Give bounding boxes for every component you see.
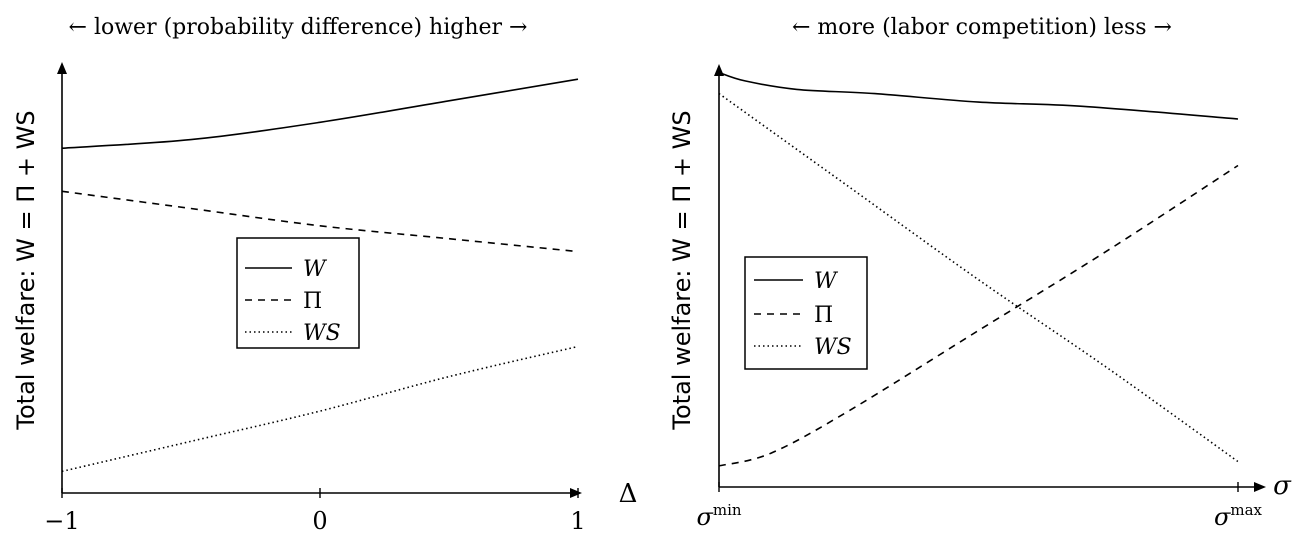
x-tick-label: σmin [696,501,741,531]
right-chart-title: ← more (labor competition) less → [792,15,1172,40]
left-legend-box [236,237,360,349]
series-dashed-line [61,190,579,253]
right-x-axis-label: σ [1273,471,1292,501]
right-y-axis-label: Total welfare: W = Π + WS [668,110,696,430]
left-chart-title: ← lower (probability difference) higher … [69,15,528,40]
left-legend-label-w: W [303,257,328,282]
left-legend: W Π WS [236,237,360,349]
series-dotted-line [61,345,579,473]
right-legend-label-w: W [814,269,839,294]
series-solid-line [61,78,579,149]
right-legend-label-ws: WS [814,335,852,360]
right-x-ticks: σmin σmax [696,482,1263,531]
x-tick-label: −1 [44,507,79,535]
x-tick-label: 1 [570,507,585,535]
series-dashed-line [718,164,1239,467]
left-plot-area [61,78,579,473]
series-solid-line [718,71,1239,120]
left-y-axis-label: Total welfare: W = Π + WS [12,110,40,430]
left-legend-label-ws: WS [303,321,341,346]
left-x-axis-label: Δ [619,479,638,509]
left-x-axis-arrow [570,488,582,498]
left-y-axis-arrow [57,62,67,74]
right-legend-box [744,256,868,370]
right-legend-label-pi: Π [814,303,833,328]
x-tick-label: 0 [312,507,327,535]
left-chart: ← lower (probability difference) higher … [12,15,637,535]
left-x-ticks: −1 0 1 [44,488,586,535]
left-legend-label-pi: Π [303,289,322,314]
right-x-axis-arrow [1254,482,1266,492]
right-chart: ← more (labor competition) less → Total … [668,15,1292,531]
x-tick-label: σmax [1214,501,1263,531]
right-plot-area [718,71,1239,467]
right-legend: W Π WS [744,256,868,370]
